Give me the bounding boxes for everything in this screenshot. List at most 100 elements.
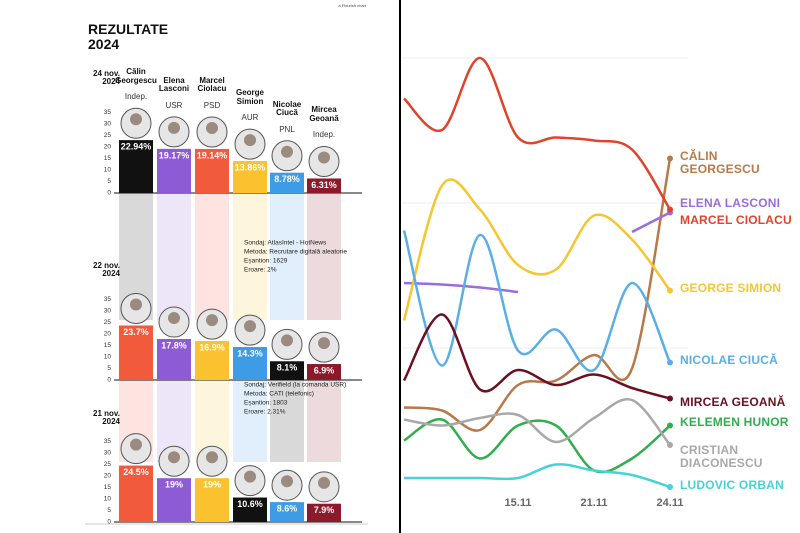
flow-band — [195, 193, 229, 320]
candidate-party: Indep. — [312, 130, 336, 140]
label-box — [270, 361, 304, 375]
y-tick-label: 15 — [104, 342, 112, 349]
end-point — [667, 206, 673, 213]
avatar-head — [244, 470, 256, 483]
value-label: 10.6% — [237, 499, 263, 509]
source-note: a Flourish chart — [338, 3, 366, 8]
y-tick-label: 30 — [104, 450, 112, 457]
y-tick-label: 20 — [104, 331, 112, 338]
candidate-party: PNL — [279, 124, 295, 134]
end-point — [667, 442, 673, 448]
flow-band — [233, 193, 267, 320]
label-box — [270, 172, 304, 186]
candidate-name: Elena Lasconi — [158, 75, 190, 94]
x-tick-label: 15.11 — [505, 497, 532, 509]
y-tick-label: 35 — [104, 109, 112, 116]
y-tick-label: 25 — [104, 461, 112, 468]
value-label: 19.14% — [197, 150, 228, 160]
series-line — [404, 463, 671, 489]
poll-note: Metoda: Recrutare digitală aleatorie — [244, 249, 347, 256]
series-line — [402, 313, 671, 400]
y-tick-label: 35 — [104, 296, 112, 303]
series-label: MIRCEA GEOANĂ — [680, 395, 786, 409]
poll-note: Eșantion: 1803 — [244, 400, 288, 407]
value-label: 8.1% — [277, 363, 298, 373]
series-line — [403, 418, 671, 474]
y-tick-label: 10 — [104, 167, 112, 174]
label-box — [157, 478, 191, 492]
avatar-head — [168, 121, 180, 134]
avatar-head — [281, 475, 293, 488]
avatar-head — [281, 145, 293, 158]
candidate-name: Marcel Ciolacu — [197, 75, 227, 94]
value-label: 16.9% — [199, 343, 225, 353]
value-label: 14.3% — [237, 348, 263, 358]
avatar-head — [130, 438, 142, 451]
candidate-name: Călin Georgescu — [115, 67, 157, 85]
x-tick-label: 21.11 — [581, 497, 608, 509]
y-tick-label: 20 — [104, 473, 112, 480]
label-box — [119, 325, 153, 339]
candidate-name: Nicolae Ciucă — [272, 99, 302, 118]
value-label: 19% — [203, 480, 221, 490]
label-box — [307, 364, 341, 378]
y-tick-label: 10 — [104, 354, 112, 361]
y-tick-label: 25 — [104, 132, 112, 139]
label-box — [195, 148, 229, 162]
label-box — [119, 140, 153, 154]
y-tick-label: 5 — [107, 178, 111, 185]
y-tick-label: 5 — [107, 507, 111, 514]
y-tick-label: 15 — [104, 155, 112, 162]
y-tick-label: 20 — [104, 144, 112, 151]
y-tick-label: 35 — [104, 438, 112, 445]
value-label: 6.31% — [311, 180, 337, 190]
title: REZULTATE 2024 — [88, 21, 169, 52]
poll-date: 24 nov. 2024 — [93, 69, 120, 87]
avatar-head — [244, 320, 256, 333]
avatar-head — [130, 298, 142, 311]
y-tick-label: 5 — [107, 365, 111, 372]
label-box — [119, 465, 153, 479]
end-point — [667, 155, 673, 162]
y-tick-label: 10 — [104, 496, 112, 503]
series-label: LUDOVIC ORBAN — [680, 478, 784, 492]
y-tick-label: 25 — [104, 319, 112, 326]
end-point — [667, 484, 673, 490]
avatar-head — [318, 151, 330, 164]
end-point — [667, 395, 673, 402]
candidate-party: AUR — [241, 113, 259, 123]
label-box — [195, 478, 229, 492]
value-label: 23.7% — [123, 327, 149, 337]
poll-note: Sondaj: Verifield (la comanda USR) — [244, 382, 346, 389]
label-box — [270, 502, 304, 516]
value-label: 6.9% — [314, 366, 335, 376]
flow-band — [270, 380, 304, 462]
flow-band — [307, 380, 341, 462]
poll-date: 22 nov. 2024 — [93, 261, 120, 279]
value-label: 8.78% — [274, 174, 300, 184]
series-label: NICOLAE CIUCĂ — [680, 353, 778, 367]
series-label: GEORGE SIMION — [680, 281, 782, 295]
value-label: 8.6% — [277, 504, 298, 514]
avatar-head — [168, 312, 180, 325]
flow-band — [270, 193, 304, 320]
value-label: 17.8% — [161, 340, 187, 350]
candidate-name: George Simion — [235, 88, 264, 106]
series-line — [402, 178, 672, 321]
series-line — [403, 397, 671, 446]
x-tick-label: 24.11 — [657, 497, 684, 509]
series-label: ELENA LASCONI — [680, 196, 781, 210]
label-box — [233, 347, 267, 361]
candidate-name: Mircea Geoană — [309, 105, 339, 123]
series-line — [403, 158, 672, 432]
poll-note: Eroare: 2.31% — [244, 409, 286, 416]
label-box — [233, 497, 267, 511]
candidate-party: Indep. — [124, 92, 148, 102]
y-tick-label: 30 — [104, 121, 112, 128]
flow-band — [233, 380, 267, 462]
avatar-head — [206, 314, 218, 327]
end-point — [667, 422, 673, 429]
avatar-head — [244, 134, 256, 147]
